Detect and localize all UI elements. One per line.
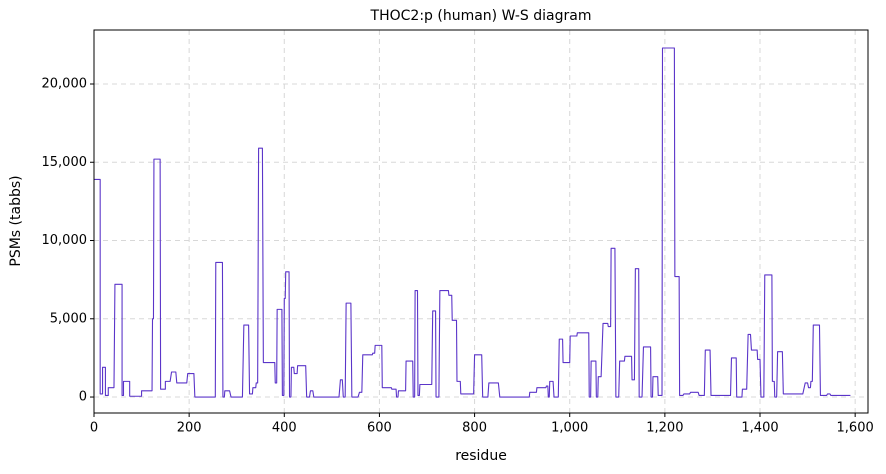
x-tick-label: 200 — [177, 421, 202, 436]
x-tick-label: 400 — [272, 421, 297, 436]
x-tick-label: 1,600 — [837, 421, 874, 436]
plot-frame — [93, 29, 869, 414]
x-tick-label: 1,000 — [551, 421, 588, 436]
y-tick-label: 10,000 — [42, 233, 88, 248]
y-axis-label: PSMs (tabbs) — [8, 175, 24, 266]
y-tick-label: 0 — [79, 390, 87, 405]
x-tick-label: 1,400 — [741, 421, 778, 436]
x-tick-label: 1,200 — [646, 421, 683, 436]
y-tick-label: 5,000 — [50, 311, 87, 326]
y-tick-label: 20,000 — [42, 76, 88, 91]
x-tick-label: 600 — [367, 421, 392, 436]
chart-title: THOC2:p (human) W-S diagram — [370, 8, 592, 24]
x-tick-label: 800 — [462, 421, 487, 436]
x-tick-label: 0 — [90, 421, 98, 436]
data-line — [94, 47, 851, 398]
y-tick-label: 15,000 — [42, 155, 88, 170]
x-axis-label: residue — [455, 448, 507, 464]
